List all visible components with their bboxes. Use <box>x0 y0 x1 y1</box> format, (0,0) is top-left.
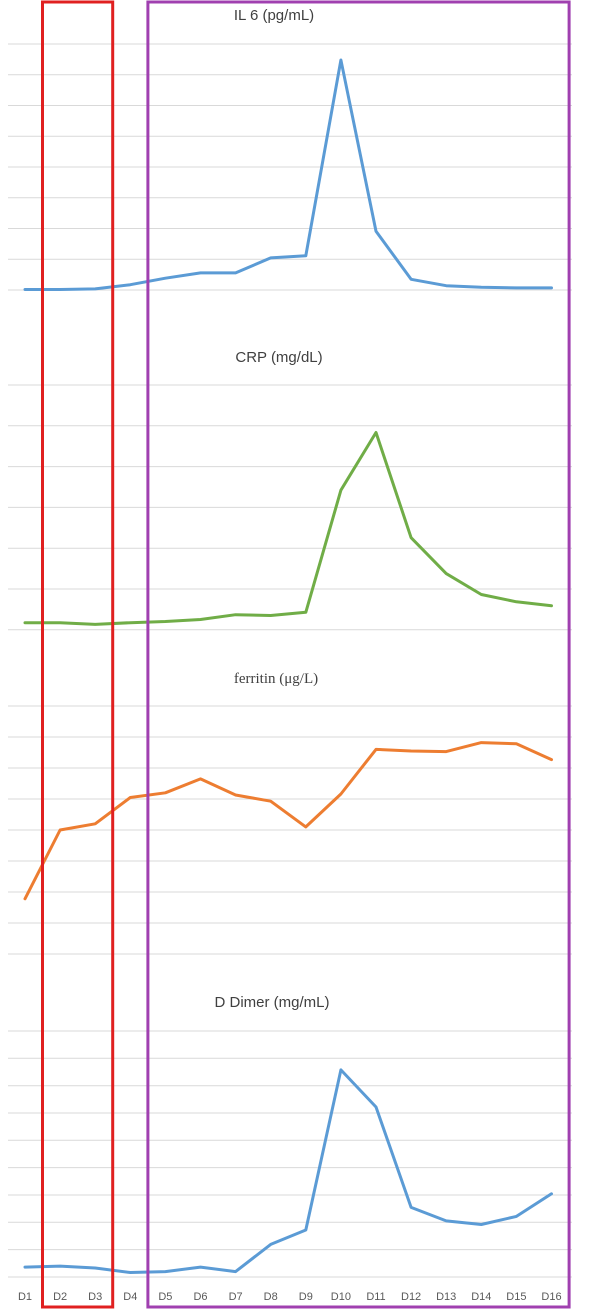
chart-title: D Dimer (mg/mL) <box>215 994 330 1011</box>
data-point-d5 <box>164 621 166 622</box>
data-point-d5 <box>164 792 166 794</box>
data-point-d7 <box>235 794 237 796</box>
x-tick-label: D3 <box>88 1291 102 1303</box>
x-tick-label: D11 <box>366 1291 385 1303</box>
data-point-d15 <box>515 743 517 745</box>
x-tick-label: D16 <box>541 1291 561 1303</box>
x-tick-label: D10 <box>331 1291 351 1303</box>
data-point-d6 <box>200 1266 201 1268</box>
data-point-d9 <box>305 826 307 828</box>
x-tick-label: D4 <box>123 1291 137 1303</box>
panels: IL 6 (pg/mL) CRP (mg/dL) ferritin (μg/L) D … <box>8 7 572 1278</box>
data-point-d13 <box>445 1220 447 1222</box>
data-point-d9 <box>305 611 307 613</box>
data-point-d13 <box>445 285 447 287</box>
chart-title: ferritin (μg/L) <box>234 671 318 687</box>
series-line <box>23 741 553 901</box>
chart-panel-4: D Dimer (mg/mL) <box>8 994 572 1278</box>
data-point-d14 <box>480 286 482 288</box>
highlight-boxes <box>41 0 571 1309</box>
data-point-d3 <box>94 1267 96 1269</box>
data-point-d12 <box>410 537 412 539</box>
x-tick-label: D8 <box>264 1291 278 1303</box>
data-point-d11 <box>375 1106 377 1108</box>
x-tick-label: D1 <box>18 1291 32 1303</box>
data-point-d7 <box>235 614 237 616</box>
x-tick-label: D14 <box>471 1291 491 1303</box>
data-point-d4 <box>129 284 131 286</box>
data-point-d1 <box>24 1266 26 1268</box>
data-point-d4 <box>129 622 131 624</box>
data-point-d12 <box>410 750 412 752</box>
data-point-d8 <box>270 800 272 802</box>
data-point-d7 <box>235 272 237 274</box>
series-line <box>23 58 553 291</box>
x-tick-label: D13 <box>436 1291 456 1303</box>
data-point-d14 <box>480 742 482 744</box>
data-point-d16 <box>551 605 552 607</box>
series-line <box>23 1068 553 1274</box>
data-point-d12 <box>410 1206 412 1208</box>
chart-title: CRP (mg/dL) <box>235 349 322 366</box>
x-tick-label: D7 <box>229 1291 243 1303</box>
data-point-d2 <box>59 289 61 290</box>
data-point-d3 <box>94 288 96 290</box>
data-point-d10 <box>340 793 342 795</box>
data-point-d15 <box>515 287 517 289</box>
data-point-d14 <box>480 1224 482 1225</box>
data-point-d2 <box>59 622 61 624</box>
data-point-d8 <box>270 257 272 259</box>
data-point-d2 <box>59 1265 61 1267</box>
x-tick-label: D5 <box>158 1291 172 1303</box>
x-tick-label: D12 <box>401 1291 421 1303</box>
data-point-d16 <box>551 287 552 289</box>
data-point-d10 <box>340 1069 342 1071</box>
data-point-d6 <box>200 778 201 780</box>
x-tick-label: D9 <box>299 1291 313 1303</box>
chart-panel-1: IL 6 (pg/mL) <box>8 7 572 291</box>
data-point-d13 <box>445 573 447 575</box>
data-point-d16 <box>551 1193 552 1195</box>
chart-title: IL 6 (pg/mL) <box>234 7 314 24</box>
data-point-d9 <box>305 1229 307 1231</box>
x-tick-label: D6 <box>193 1291 207 1303</box>
x-axis: D1 D2 D3 D4 D5 D6 D7 D8 D9 D10 D11 D12 D13 D14 D15 D16 <box>18 1291 562 1303</box>
highlight-box-2 <box>146 0 571 1309</box>
data-point-d6 <box>200 619 201 620</box>
data-point-d6 <box>200 272 201 274</box>
data-point-d1 <box>24 289 26 290</box>
data-point-d3 <box>94 823 96 825</box>
data-point-d1 <box>24 622 26 624</box>
data-point-d7 <box>235 1271 237 1273</box>
x-tick-label: D2 <box>53 1291 67 1303</box>
data-point-d16 <box>551 759 552 761</box>
highlight-box-1 <box>41 0 115 1309</box>
data-point-d4 <box>129 1272 131 1273</box>
data-point-d3 <box>94 623 96 625</box>
data-point-d11 <box>375 230 377 232</box>
chart-panel-2: CRP (mg/dL) <box>8 349 572 631</box>
chart-panel-3: ferritin (μg/L) <box>8 671 572 955</box>
data-point-d10 <box>340 489 342 491</box>
data-point-d2 <box>59 829 61 831</box>
data-point-d15 <box>515 601 517 603</box>
data-point-d10 <box>340 59 342 61</box>
data-point-d5 <box>164 277 166 279</box>
x-tick-label: D15 <box>506 1291 526 1303</box>
data-point-d11 <box>375 432 377 433</box>
data-point-d8 <box>270 615 272 616</box>
series-line <box>23 431 553 626</box>
data-point-d11 <box>375 748 377 750</box>
data-point-d4 <box>129 797 131 798</box>
data-point-d1 <box>24 898 26 900</box>
data-point-d9 <box>305 255 307 257</box>
data-point-d8 <box>270 1243 272 1245</box>
data-point-d14 <box>480 594 482 595</box>
data-point-d15 <box>515 1215 517 1217</box>
data-point-d5 <box>164 1271 166 1273</box>
data-point-d12 <box>410 278 412 280</box>
data-point-d13 <box>445 751 447 753</box>
